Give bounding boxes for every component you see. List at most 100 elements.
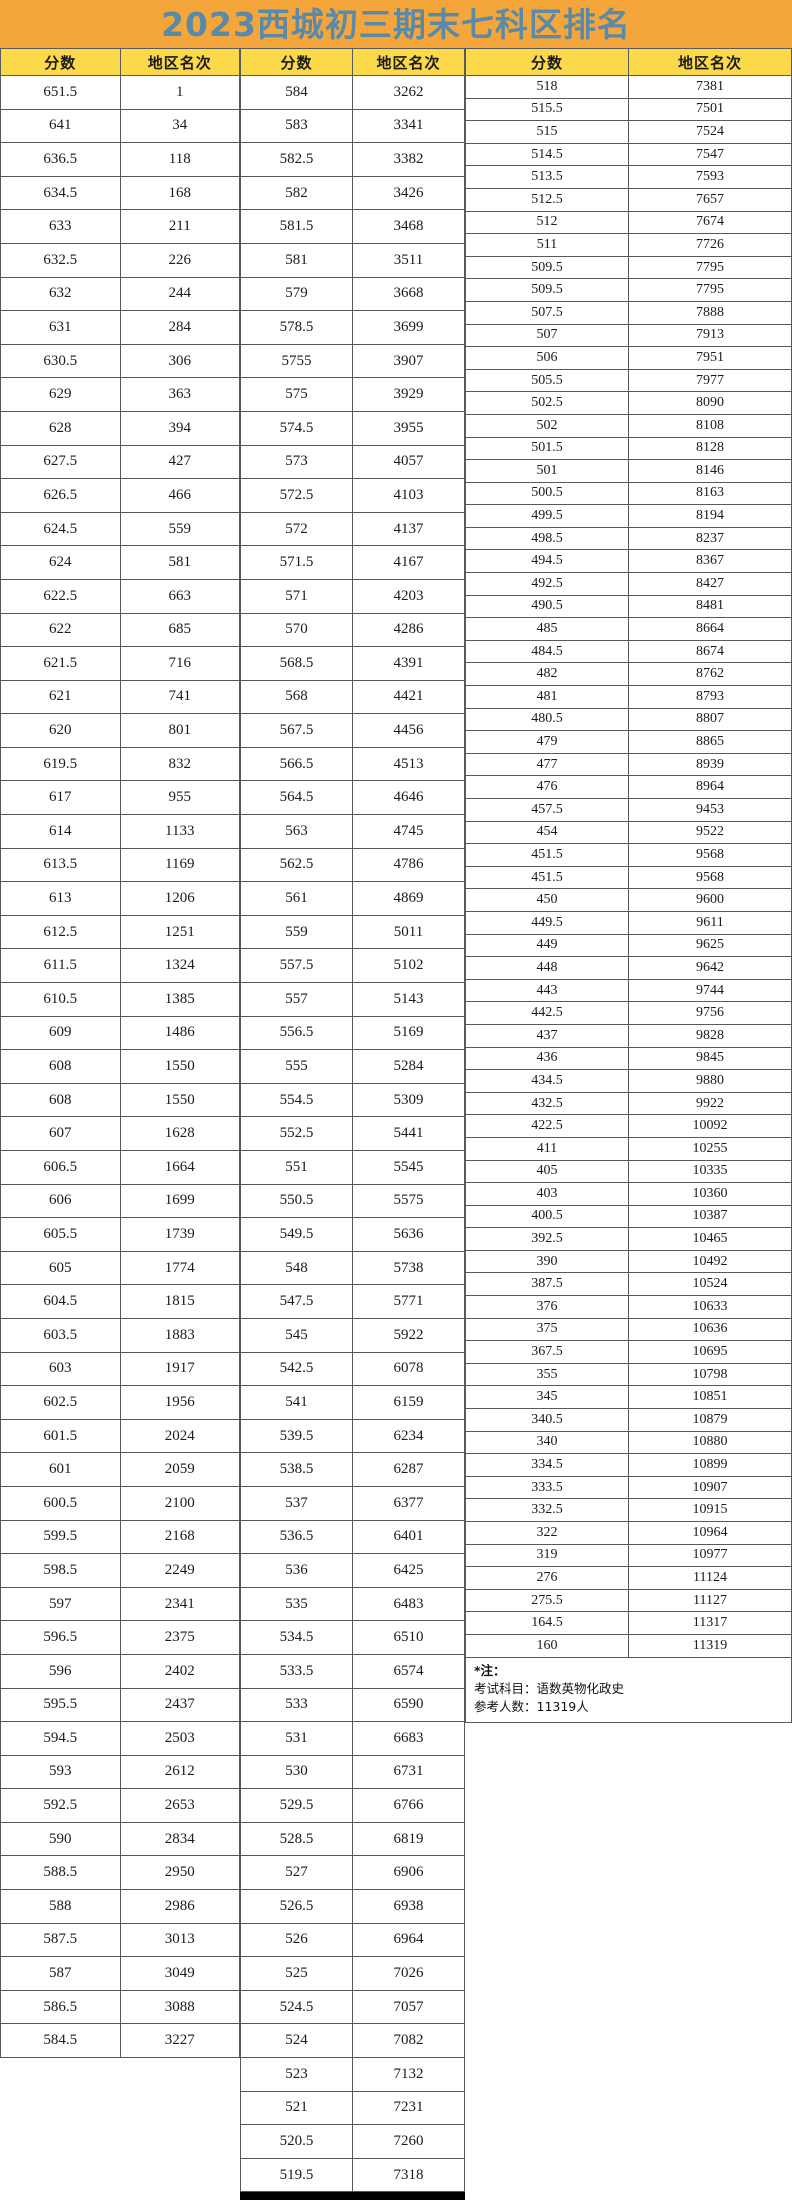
cell-score: 579 — [240, 276, 353, 312]
table-row: 275.5 11127 — [465, 1588, 792, 1613]
cell-rank: 7657 — [628, 187, 792, 212]
table-row: 550.5 5575 — [240, 1183, 465, 1219]
cell-rank: 9453 — [628, 798, 792, 822]
table-row: 403 10360 — [465, 1182, 792, 1206]
table-row: 563 4745 — [240, 814, 465, 849]
table-row: 443 9744 — [465, 978, 792, 1003]
footnote-participants: 参考人数：11319人 — [474, 1698, 589, 1714]
cell-score: 422.5 — [465, 1114, 629, 1138]
cell-score: 583 — [240, 108, 353, 144]
cell-rank: 559 — [119, 511, 240, 547]
cell-score: 582 — [240, 175, 353, 211]
table-row: 557 5143 — [240, 982, 465, 1017]
cell-score: 541 — [240, 1385, 353, 1420]
cell-rank: 3262 — [352, 75, 465, 110]
cell-score: 513.5 — [465, 165, 629, 189]
table-row: 574.5 3955 — [240, 410, 465, 446]
cell-score: 612.5 — [0, 914, 121, 950]
cell-rank: 3468 — [352, 209, 465, 244]
table-row: 596 2402 — [0, 1653, 240, 1689]
cell-rank: 9828 — [628, 1023, 792, 1048]
cell-score: 561 — [240, 881, 353, 916]
cell-score: 600.5 — [0, 1485, 121, 1521]
table-row: 575 3929 — [240, 377, 465, 412]
table-row: 561 4869 — [240, 881, 465, 916]
table-row: 602.5 1956 — [0, 1385, 240, 1420]
cell-score: 630.5 — [0, 343, 121, 379]
table-row: 376 10633 — [465, 1295, 792, 1319]
table-row: 562.5 4786 — [240, 847, 465, 883]
table-row: 494.5 8367 — [465, 549, 792, 574]
cell-rank: 1550 — [119, 1049, 240, 1084]
table-row: 498.5 8237 — [465, 526, 792, 551]
table-row: 568.5 4391 — [240, 646, 465, 681]
cell-score: 499.5 — [465, 504, 629, 528]
cell-rank: 9625 — [628, 933, 792, 958]
cell-score: 525 — [240, 1956, 353, 1991]
table-header-row: 分数 地区名次 — [240, 48, 465, 76]
cell-rank: 1699 — [119, 1183, 240, 1219]
table-row: 622.5 663 — [0, 578, 240, 614]
table-row: 519.5 7318 — [240, 2157, 465, 2193]
cell-rank: 2834 — [119, 1821, 240, 1857]
table-row: 432.5 9922 — [465, 1091, 792, 1116]
cell-score: 550.5 — [240, 1183, 353, 1219]
cell-score: 606.5 — [0, 1150, 121, 1185]
cell-score: 520.5 — [240, 2124, 353, 2159]
cell-rank: 394 — [119, 410, 240, 446]
cell-score: 518 — [465, 75, 629, 99]
table-row: 571 4203 — [240, 578, 465, 614]
table-row: 520.5 7260 — [240, 2124, 465, 2159]
cell-rank: 168 — [119, 175, 240, 211]
table-row: 400.5 10387 — [465, 1204, 792, 1229]
table-body-b: 584 3262 583 3341 582.5 3382 582 3426 581.5 3468 5… — [240, 75, 465, 2193]
table-row: 340 10880 — [465, 1430, 792, 1455]
cell-rank: 7593 — [628, 165, 792, 189]
cell-rank: 7547 — [628, 142, 792, 167]
cell-rank: 8865 — [628, 730, 792, 754]
cell-rank: 7381 — [628, 75, 792, 99]
cell-score: 604.5 — [0, 1284, 121, 1319]
cell-rank: 8807 — [628, 707, 792, 732]
table-row: 513.5 7593 — [465, 165, 792, 189]
cell-score: 506 — [465, 346, 629, 370]
cell-score: 528.5 — [240, 1821, 353, 1857]
cell-score: 599.5 — [0, 1519, 121, 1555]
cell-score: 451.5 — [465, 843, 629, 867]
table-row: 477 8939 — [465, 752, 792, 777]
cell-rank: 306 — [119, 343, 240, 379]
cell-score: 631 — [0, 310, 121, 345]
cell-score: 547.5 — [240, 1284, 353, 1319]
cell-rank: 10907 — [628, 1475, 792, 1500]
table-row: 322 10964 — [465, 1521, 792, 1545]
table-row: 573 4057 — [240, 444, 465, 480]
cell-score: 636.5 — [0, 142, 121, 177]
cell-score: 534.5 — [240, 1620, 353, 1655]
cell-rank: 2950 — [119, 1855, 240, 1891]
cell-rank: 7726 — [628, 233, 792, 257]
table-row: 524.5 7057 — [240, 1989, 465, 2025]
cell-rank: 1169 — [119, 847, 240, 883]
cell-rank: 1883 — [119, 1317, 240, 1353]
cell-rank: 6683 — [352, 1721, 465, 1756]
cell-rank: 9880 — [628, 1069, 792, 1093]
cell-score: 530 — [240, 1754, 353, 1790]
cell-rank: 9600 — [628, 888, 792, 912]
cell-rank: 11319 — [628, 1633, 792, 1658]
cell-rank: 3955 — [352, 410, 465, 446]
cell-rank: 2024 — [119, 1418, 240, 1454]
table-row: 579 3668 — [240, 276, 465, 312]
table-row: 551 5545 — [240, 1150, 465, 1185]
cell-score: 641 — [0, 108, 121, 144]
table-row: 375 10636 — [465, 1317, 792, 1342]
cell-score: 573 — [240, 444, 353, 480]
table-row: 627.5 427 — [0, 444, 240, 480]
table-row: 534.5 6510 — [240, 1620, 465, 1655]
cell-score: 492.5 — [465, 572, 629, 596]
cell-rank: 1664 — [119, 1150, 240, 1185]
table-row: 512 7674 — [465, 210, 792, 235]
table-row: 334.5 10899 — [465, 1453, 792, 1477]
cell-rank: 7674 — [628, 210, 792, 235]
cell-score: 536.5 — [240, 1519, 353, 1555]
